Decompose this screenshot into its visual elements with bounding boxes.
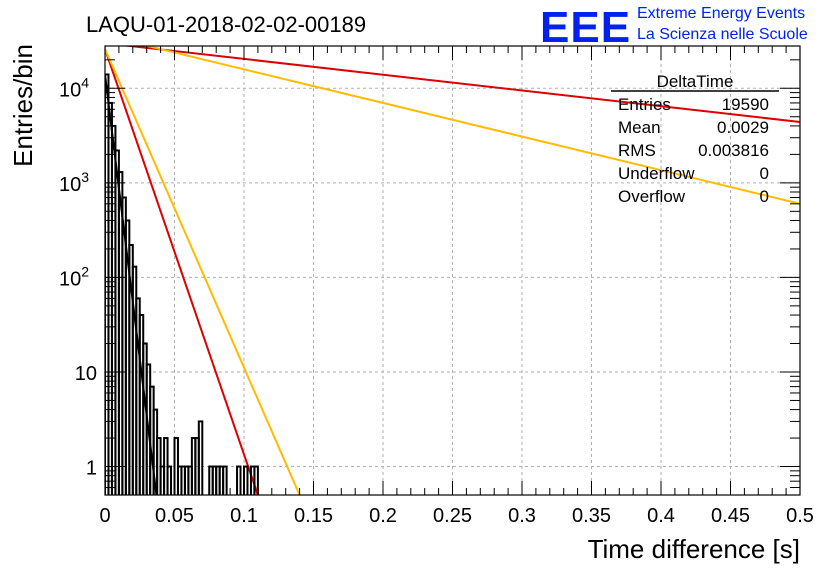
x-tick-label: 0.25 bbox=[433, 505, 472, 527]
grid bbox=[105, 46, 800, 495]
x-tick-label: 0.05 bbox=[155, 505, 194, 527]
stats-value-rms: 0.003816 bbox=[698, 141, 769, 160]
histogram-bin bbox=[236, 465, 242, 495]
fit-red-shallow bbox=[121, 46, 800, 123]
y-tick-label: 103 bbox=[59, 169, 89, 196]
fit-orange-shallow bbox=[143, 46, 800, 205]
chart-title: LAQU-01-2018-02-02-00189 bbox=[86, 12, 366, 37]
fit-black bbox=[105, 74, 158, 495]
stats-label-mean: Mean bbox=[618, 118, 661, 137]
logo-line-2: La Scienza nelle Scuole bbox=[637, 26, 808, 43]
stats-value-underflow: 0 bbox=[760, 164, 769, 183]
x-tick-label: 0.2 bbox=[369, 505, 397, 527]
plot-frame bbox=[104, 45, 801, 496]
stats-value-entries: 19590 bbox=[722, 95, 769, 114]
y-tick-label: 10 bbox=[75, 363, 97, 385]
x-tick-label: 0.4 bbox=[647, 505, 675, 527]
x-axis-title: Time difference [s] bbox=[588, 534, 800, 564]
x-tick-label: 0.5 bbox=[786, 505, 814, 527]
fit-orange-steep bbox=[105, 48, 301, 495]
x-tick-label: 0.45 bbox=[711, 505, 750, 527]
histogram-bin bbox=[222, 465, 228, 495]
stats-label-overflow: Overflow bbox=[618, 187, 686, 206]
y-tick-label: 102 bbox=[59, 263, 89, 290]
x-tick-label: 0 bbox=[99, 505, 110, 527]
stats-label-rms: RMS bbox=[618, 141, 656, 160]
logo-line-1: Extreme Energy Events bbox=[637, 5, 805, 22]
stats-label-underflow: Underflow bbox=[618, 164, 695, 183]
axes: 0 0.05 0.1 0.15 0.2 0.25 0.3 0.35 0.4 0.45 0.5 1 10 1… bbox=[59, 45, 814, 527]
eee-logo: EEE Extreme Energy Events La Scienza nel… bbox=[540, 3, 808, 52]
y-tick-label: 104 bbox=[59, 74, 89, 101]
fit-red-steep bbox=[105, 48, 259, 495]
stats-title: DeltaTime bbox=[657, 72, 734, 91]
y-axis-title: Entries/bin bbox=[8, 44, 38, 167]
stats-box: DeltaTime Entries 19590 Mean 0.0029 RMS … bbox=[611, 72, 779, 206]
stats-label-entries: Entries bbox=[618, 95, 671, 114]
x-tick-label: 0.3 bbox=[508, 505, 536, 527]
histogram-bin bbox=[253, 465, 259, 495]
histogram bbox=[105, 73, 259, 495]
histogram-bin bbox=[243, 465, 249, 495]
y-tick-label: 1 bbox=[86, 458, 97, 480]
stats-value-mean: 0.0029 bbox=[717, 118, 769, 137]
logo-eee-text: EEE bbox=[540, 3, 631, 52]
histogram-bin bbox=[166, 465, 173, 495]
stats-value-overflow: 0 bbox=[760, 187, 769, 206]
fit-curves bbox=[105, 46, 800, 495]
x-tick-label: 0.15 bbox=[294, 505, 333, 527]
x-tick-label: 0.1 bbox=[230, 505, 258, 527]
histogram-bin bbox=[197, 420, 204, 495]
x-tick-label: 0.35 bbox=[572, 505, 611, 527]
